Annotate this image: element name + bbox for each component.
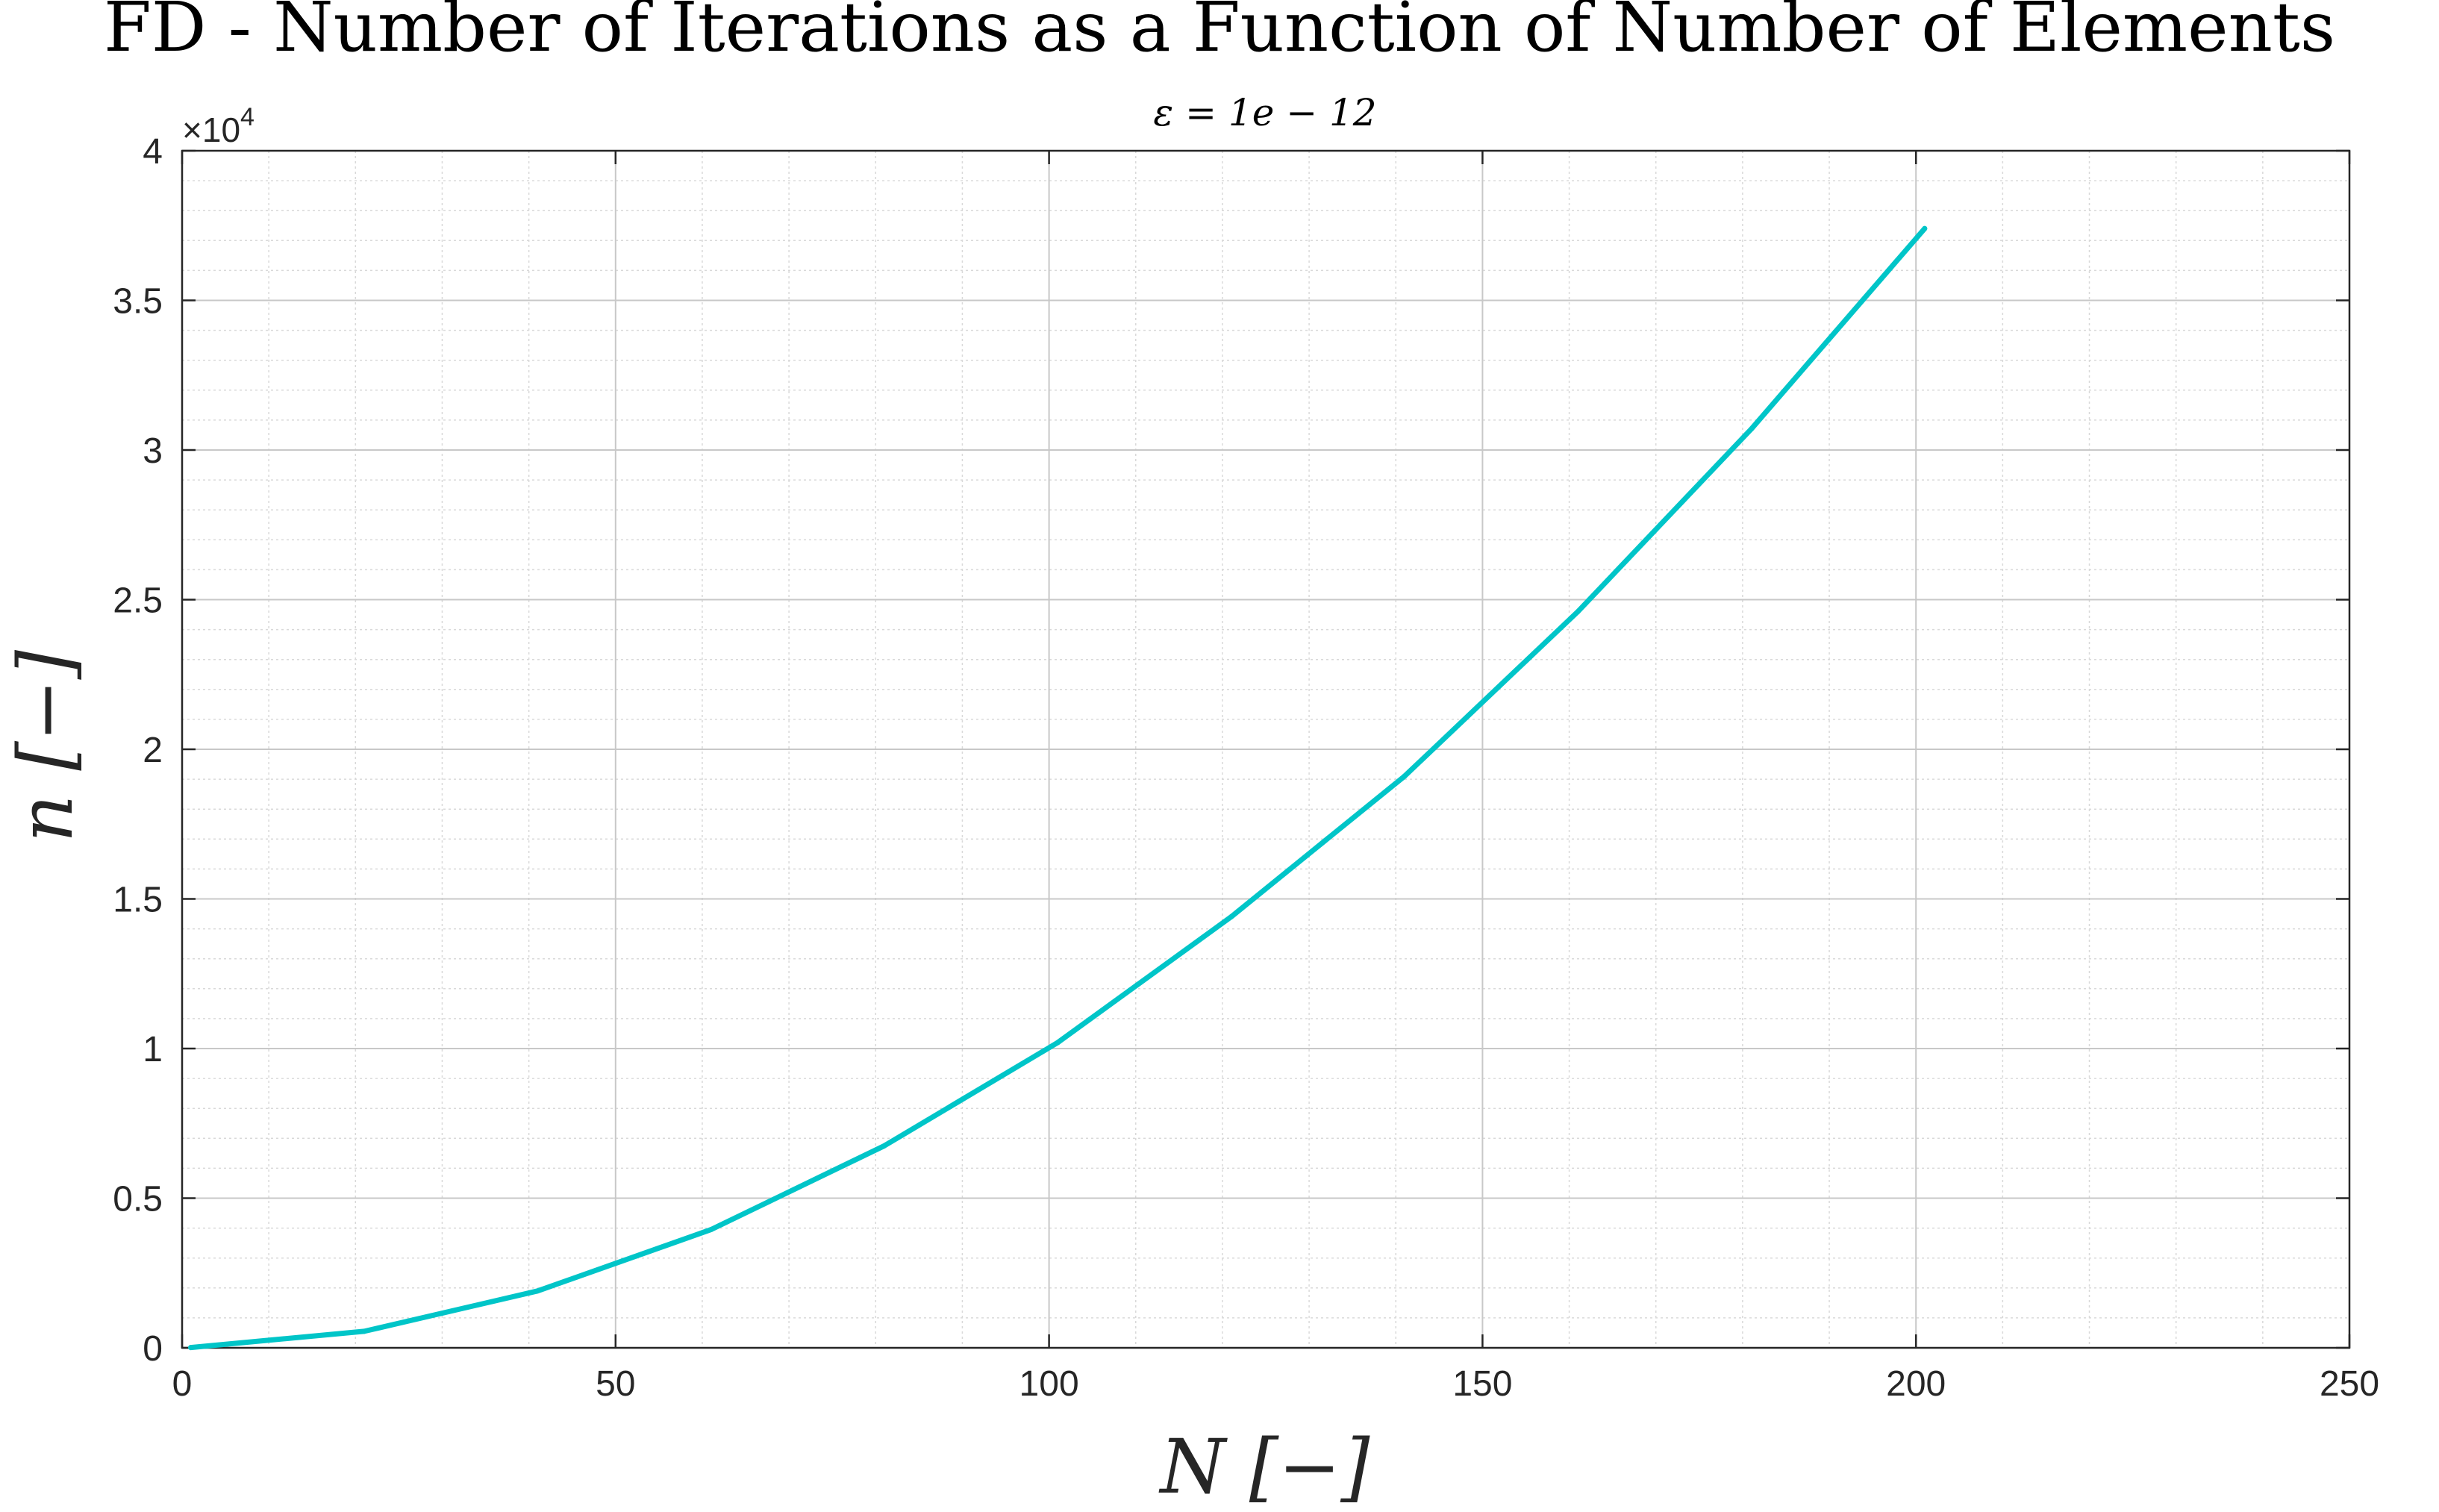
x-tick-label: 150	[1452, 1364, 1512, 1404]
x-tick-label: 0	[172, 1364, 193, 1404]
y-tick-label: 2.5	[113, 581, 163, 621]
x-axis-label: N [−]	[1158, 1423, 1370, 1511]
data-point	[1055, 1040, 1061, 1046]
data-point	[188, 1345, 194, 1351]
y-tick-labels: 0 0.5 1 1.5 2 2.5 3 3.5 4	[113, 132, 163, 1369]
y-axis-label: n [−]	[2, 649, 90, 843]
data-point	[1575, 609, 1581, 615]
x-tick-label: 250	[2320, 1364, 2379, 1404]
data-point	[1228, 914, 1234, 920]
data-point	[361, 1328, 367, 1334]
y-tick-label: 0	[143, 1329, 163, 1369]
y-tick-label: 2	[143, 731, 163, 770]
minor-grid	[182, 151, 2349, 1348]
data-point	[881, 1143, 887, 1149]
y-exponent-base: ×10	[182, 110, 240, 149]
y-tick-label: 1.5	[113, 881, 163, 920]
data-point	[1922, 225, 1928, 231]
x-tick-label: 200	[1886, 1364, 1946, 1404]
data-point	[1402, 773, 1408, 779]
major-grid	[182, 151, 2349, 1348]
y-tick-label: 0.5	[113, 1180, 163, 1219]
data-point	[1748, 426, 1754, 432]
x-tick-label: 100	[1019, 1364, 1079, 1404]
y-tick-label: 4	[143, 132, 163, 172]
axis-ticks	[181, 149, 2351, 1349]
data-point	[534, 1288, 540, 1294]
data-point	[708, 1227, 714, 1233]
x-tick-label: 50	[596, 1364, 635, 1404]
y-exponent-power: 4	[240, 103, 254, 131]
y-tick-label: 3.5	[113, 282, 163, 322]
chart-subtitle: ε = 1e − 12	[1153, 91, 1376, 134]
x-tick-labels: 0 50 100 150 200 250	[172, 1364, 2379, 1404]
chart-title: FD - Number of Iterations as a Function …	[104, 0, 2335, 67]
series-layer	[188, 225, 1928, 1351]
y-tick-label: 1	[143, 1030, 163, 1069]
y-tick-label: 3	[143, 431, 163, 471]
y-exponent-label: ×104	[182, 103, 254, 149]
